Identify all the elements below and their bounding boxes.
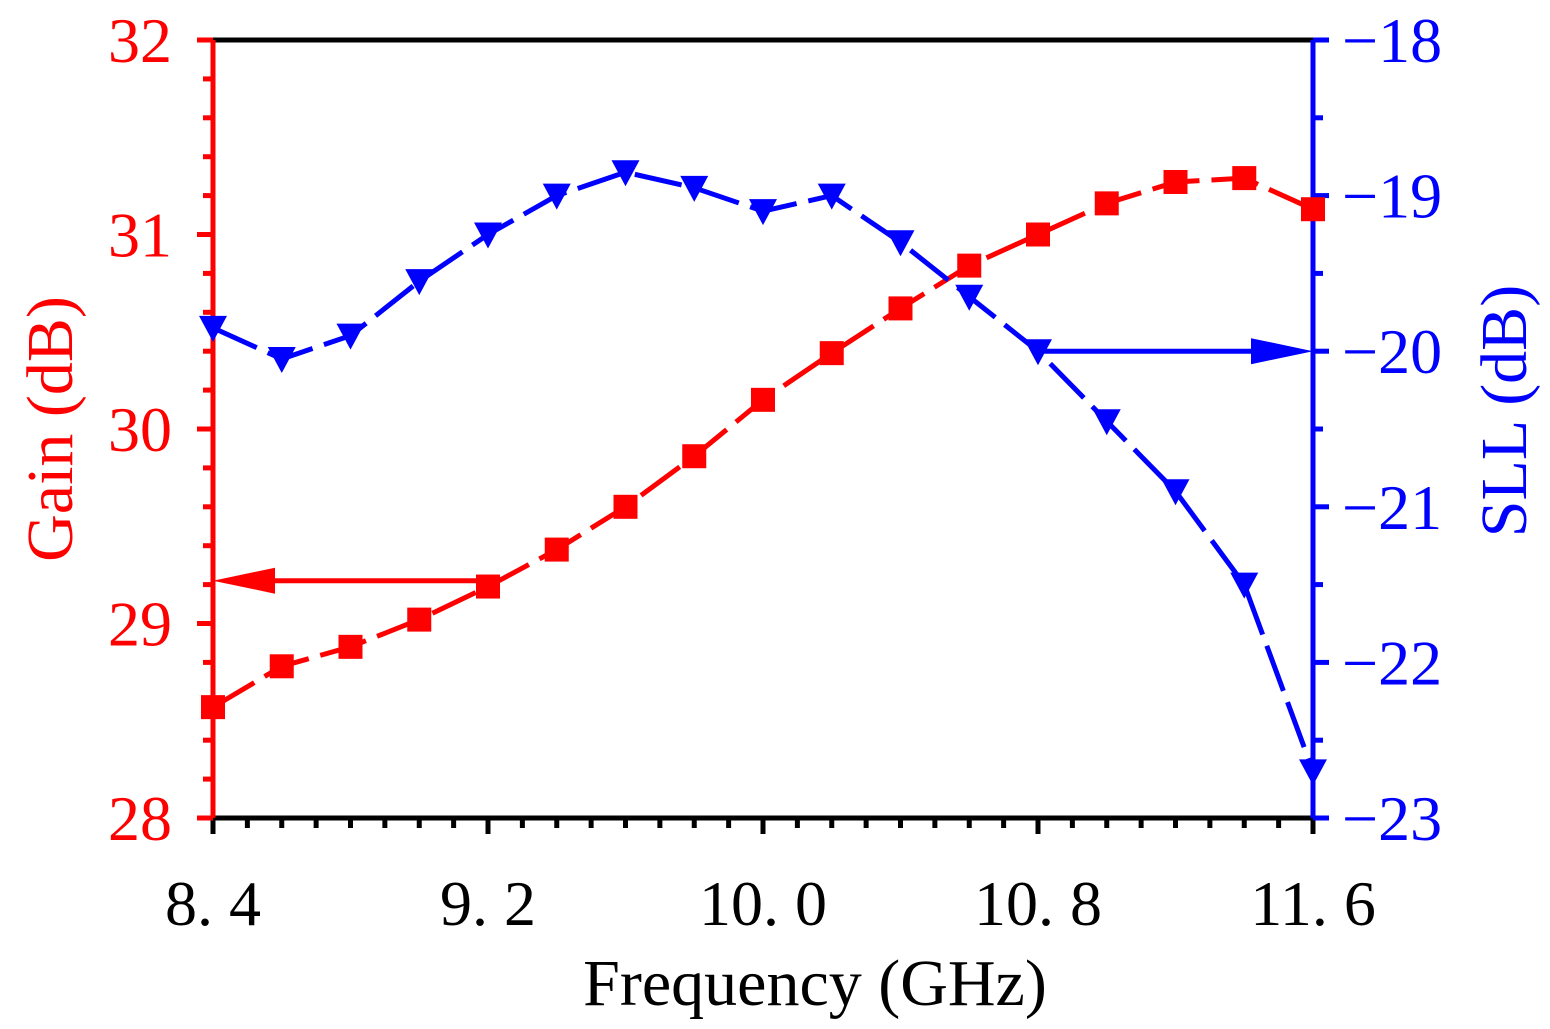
- data-point-gain: [338, 634, 363, 659]
- right-tick-label: −18: [1342, 5, 1442, 76]
- data-point-gain: [544, 537, 569, 562]
- data-point-gain: [1301, 197, 1325, 222]
- data-point-sll: [886, 230, 915, 257]
- data-point-sll: [749, 199, 777, 226]
- data-point-sll: [336, 323, 365, 350]
- arrow-head: [213, 567, 275, 594]
- x-tick-label: 11. 6: [1250, 868, 1376, 939]
- data-point-gain: [407, 607, 432, 632]
- left-tick-label: 31: [108, 200, 172, 271]
- data-point-sll: [955, 284, 984, 311]
- x-tick-label: 10. 8: [974, 868, 1102, 939]
- data-point-sll: [1092, 409, 1121, 436]
- data-point-gain: [1232, 166, 1257, 191]
- arrow-gain: [213, 567, 488, 594]
- right-tick-label: −23: [1342, 783, 1442, 854]
- series-sll: [199, 160, 1327, 786]
- x-tick-label: 8. 4: [165, 868, 261, 939]
- data-point-sll: [1230, 572, 1259, 599]
- data-point-sll: [267, 346, 296, 373]
- data-point-sll: [474, 222, 502, 249]
- data-point-gain: [957, 253, 982, 278]
- data-point-sll: [1299, 759, 1327, 786]
- right-tick-label: −19: [1342, 161, 1442, 232]
- x-tick-label: 9. 2: [440, 868, 536, 939]
- data-point-gain: [269, 654, 294, 679]
- left-tick-label: 32: [108, 5, 172, 76]
- right-tick-label: −20: [1342, 316, 1442, 387]
- left-tick-label: 30: [108, 394, 172, 465]
- data-point-sll: [817, 183, 846, 210]
- series-line-sll: [211, 169, 1316, 773]
- left-tick-label: 28: [108, 783, 172, 854]
- data-point-gain: [1163, 169, 1188, 194]
- series-gain: [201, 166, 1325, 720]
- data-point-sll: [611, 160, 640, 187]
- data-point-sll: [199, 315, 227, 342]
- left-tick-label: 29: [108, 589, 172, 660]
- data-point-gain: [682, 444, 707, 469]
- data-point-sll: [405, 269, 434, 296]
- data-point-gain: [888, 296, 913, 321]
- data-point-sll: [1161, 479, 1190, 506]
- data-point-gain: [819, 341, 844, 366]
- right-tick-label: −21: [1342, 472, 1442, 543]
- data-point-gain: [1026, 222, 1050, 247]
- arrow-head: [1251, 338, 1313, 365]
- data-point-gain: [613, 494, 638, 519]
- data-point-sll: [680, 175, 709, 202]
- data-point-gain: [751, 387, 775, 412]
- left-y-axis-title: Gain (dB): [14, 296, 87, 562]
- data-point-gain: [201, 695, 225, 720]
- x-axis-title: Frequency (GHz): [583, 947, 1047, 1020]
- data-point-sll: [542, 183, 571, 210]
- arrow-sll: [1038, 338, 1313, 365]
- series-line-gain: [211, 175, 1315, 710]
- x-tick-label: 10. 0: [699, 868, 827, 939]
- right-tick-label: −22: [1342, 627, 1442, 698]
- data-point-gain: [476, 574, 500, 599]
- right-y-axis-title: SLL (dB): [1468, 285, 1541, 537]
- data-point-gain: [1094, 191, 1119, 216]
